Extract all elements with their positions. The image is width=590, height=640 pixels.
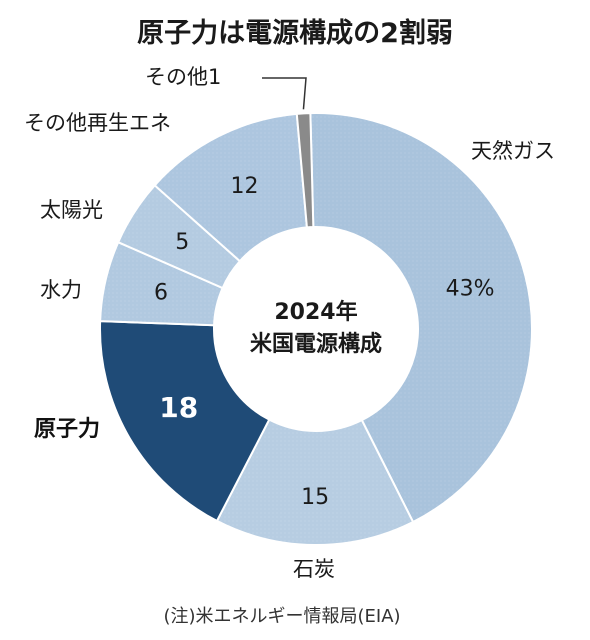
category-label-0: 天然ガス <box>471 139 555 163</box>
slice-texture-5 <box>154 113 307 262</box>
slice-texture-3 <box>100 242 223 326</box>
category-label-3: 水力 <box>40 278 82 302</box>
value-label-4: 5 <box>175 230 189 255</box>
donut-hole <box>214 227 418 431</box>
value-label-0: 43% <box>446 276 495 301</box>
center-label-subtitle: 米国電源構成 <box>250 331 382 357</box>
category-label-2: 原子力 <box>34 417 100 442</box>
source-note: (注)米エネルギー情報局(EIA) <box>163 606 400 627</box>
category-label-1: 石炭 <box>293 557 335 581</box>
category-label-4: 太陽光 <box>40 198 103 222</box>
value-label-1: 15 <box>301 485 329 510</box>
category-label-5: その他再生エネ <box>24 111 171 135</box>
chart-title: 原子力は電源構成の2割弱 <box>137 17 453 49</box>
category-label-6: その他1 <box>145 65 221 89</box>
value-label-3: 6 <box>154 281 168 306</box>
slice-texture-4 <box>118 185 240 289</box>
value-label-2: 18 <box>159 391 198 424</box>
leader-line-other <box>262 77 307 110</box>
slice-texture-1 <box>216 419 414 545</box>
value-label-5: 12 <box>231 174 259 199</box>
center-label-year: 2024年 <box>274 299 357 325</box>
slice-texture-0 <box>310 113 532 522</box>
